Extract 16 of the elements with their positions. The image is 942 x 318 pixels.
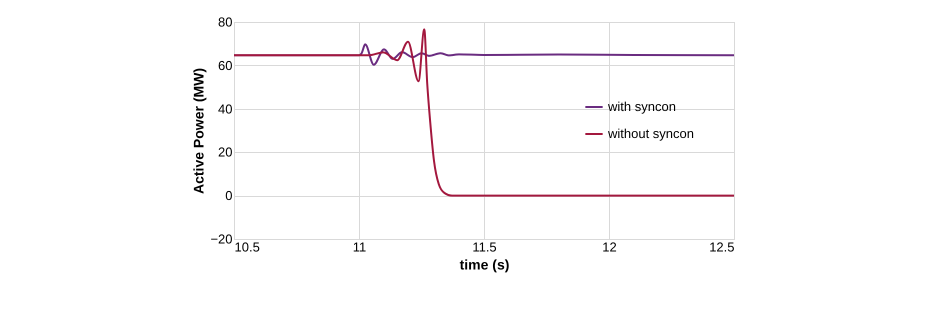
y-tick-label: 60 [218,58,232,73]
line-series [234,28,734,197]
x-axis-title: time (s) [460,256,510,272]
y-tick-label: 40 [218,101,232,116]
y-axis-title: Active Power (MW) [190,68,206,194]
legend-label: without syncon [607,126,694,141]
y-tick-label: 20 [218,144,232,160]
x-tick-label: 11 [352,240,366,254]
x-tick-label: 10.5 [234,240,260,254]
y-tick-label: 0 [225,188,232,204]
legend-label: with syncon [607,99,676,114]
y-tick-label: −20 [210,232,232,246]
x-tick-label: 12.5 [709,240,734,254]
x-tick-label: 12 [602,240,617,254]
x-tick-label: 11.5 [472,240,497,254]
y-tick-label: 80 [218,14,232,30]
